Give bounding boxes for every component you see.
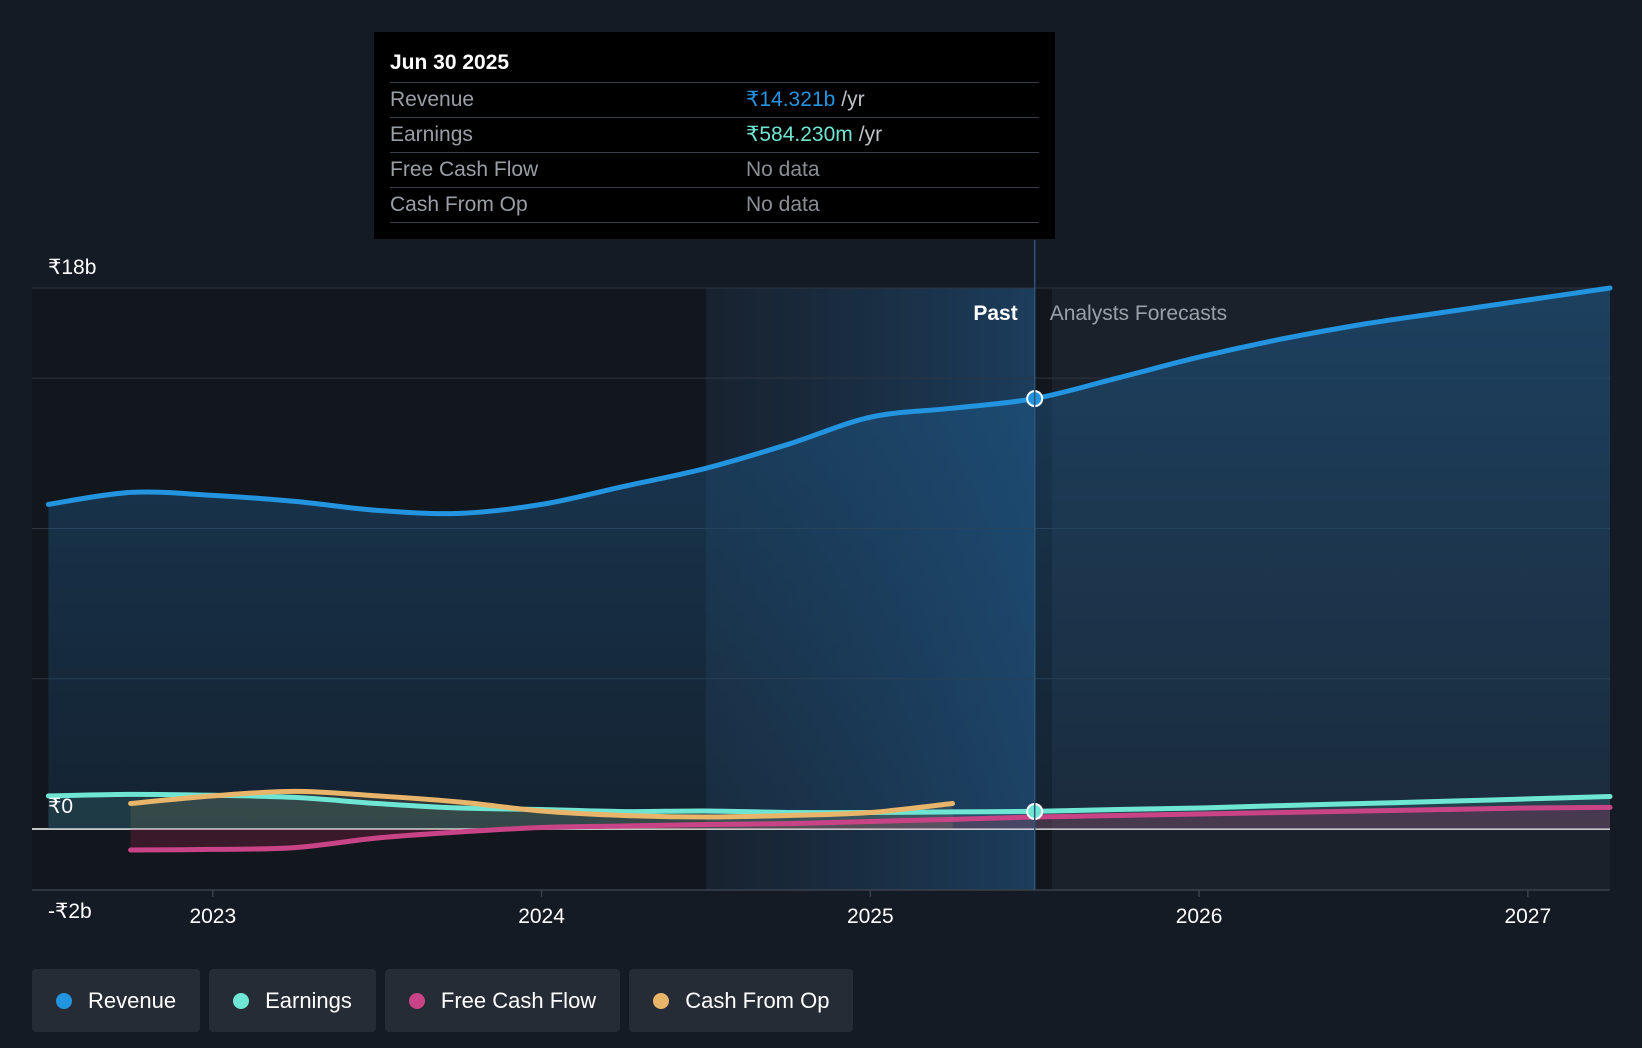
earnings-dot-icon [233, 992, 250, 1009]
tooltip-value: ₹14.321b [746, 88, 836, 111]
x-tick-label: 2024 [518, 905, 565, 928]
x-tick-label: 2023 [189, 905, 236, 928]
legend-item-cash-from-op[interactable]: Cash From Op [629, 969, 854, 1032]
tooltip-label: Cash From Op [390, 193, 528, 216]
legend-label: Free Cash Flow [440, 987, 597, 1013]
earnings-area [48, 794, 1610, 829]
revenue-line [45, 285, 1613, 517]
free-cash-flow-dot-icon [408, 992, 425, 1009]
tooltip-value: No data [746, 158, 820, 181]
tooltip-unit: /yr [841, 88, 865, 111]
tooltip-row-free-cash-flow: Free Cash Flow No data [390, 153, 1039, 188]
legend-item-revenue[interactable]: Revenue [32, 969, 201, 1032]
tooltip-unit: /yr [858, 123, 883, 146]
y-tick-label: -₹2b [48, 900, 92, 923]
legend: Revenue Earnings Free Cash Flow Cash Fro… [32, 969, 854, 1032]
series-lines [45, 285, 1613, 853]
tooltip-value: ₹584.230m [746, 123, 853, 146]
free-cash-flow-area [130, 807, 1611, 850]
legend-label: Earnings [265, 987, 352, 1013]
legend-item-free-cash-flow[interactable]: Free Cash Flow [384, 969, 621, 1032]
forecast-label: Analysts Forecasts [1050, 302, 1227, 325]
x-tick-label: 2026 [1176, 905, 1223, 928]
tooltip-date: Jun 30 2025 [390, 46, 1039, 83]
revenue-area [48, 288, 1610, 829]
tooltip-label: Free Cash Flow [390, 158, 539, 181]
tooltip-value: No data [746, 193, 820, 216]
revenue-dot-icon [56, 992, 72, 1009]
past-label: Past [973, 302, 1017, 325]
y-tick-label: ₹0 [48, 795, 73, 818]
legend-label: Cash From Op [685, 987, 830, 1013]
tooltip-label: Revenue [390, 88, 475, 111]
tooltip-row-revenue: Revenue ₹14.321b /yr [390, 83, 1039, 118]
free-cash-flow-line [128, 804, 1613, 853]
tooltip-label: Earnings [390, 123, 473, 146]
legend-item-earnings[interactable]: Earnings [209, 969, 376, 1032]
y-tick-label: ₹18b [48, 256, 96, 279]
x-axis-labels: 2023 2024 2025 2026 2027 [189, 890, 1551, 928]
x-tick-label: 2025 [847, 905, 894, 928]
cash-from-op-dot-icon [653, 992, 670, 1009]
tooltip-row-cash-from-op: Cash From Op No data [390, 188, 1039, 223]
tooltip-row-earnings: Earnings ₹584.230m /yr [390, 118, 1039, 153]
legend-label: Revenue [88, 987, 177, 1013]
tooltip: Jun 30 2025 Revenue ₹14.321b /yr Earning… [374, 32, 1055, 239]
x-tick-label: 2027 [1504, 905, 1551, 928]
cash-from-op-line [128, 788, 955, 820]
y-axis-labels: ₹18b ₹0 -₹2b [48, 256, 96, 923]
